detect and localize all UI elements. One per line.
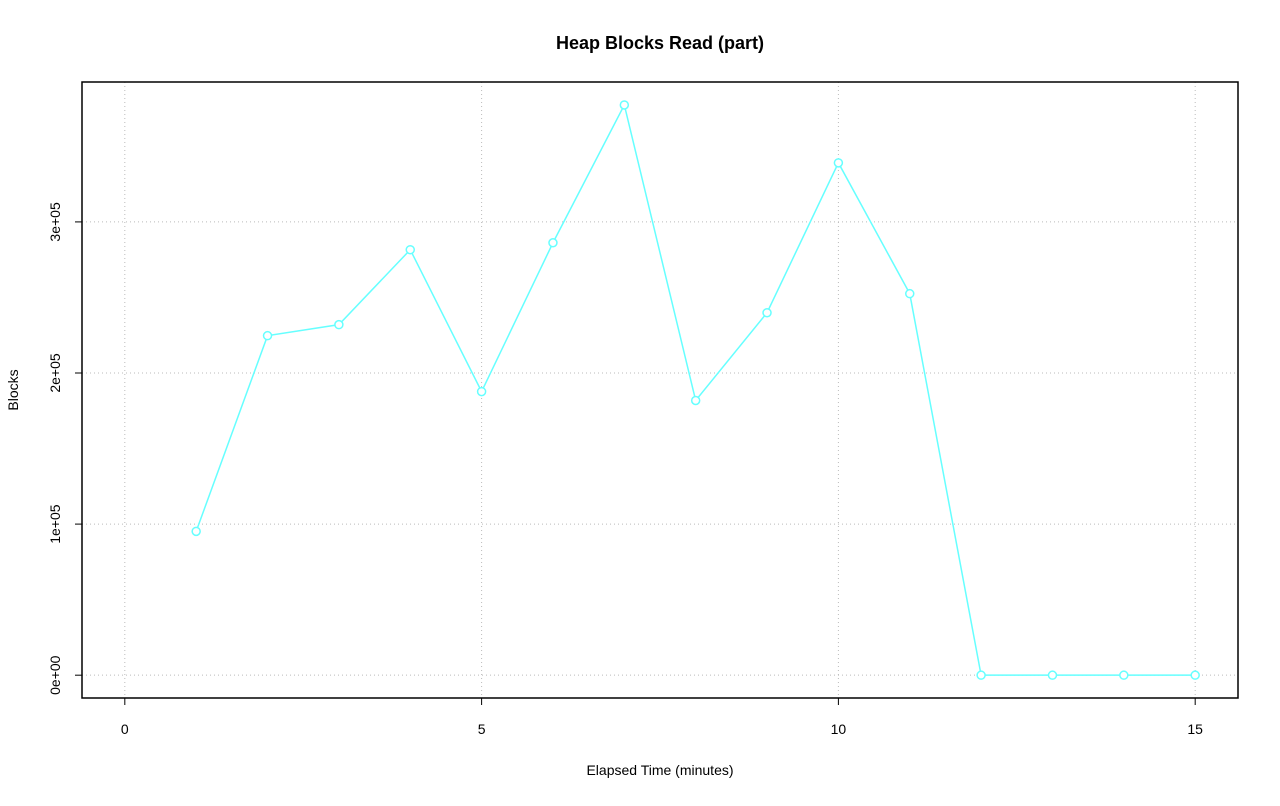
x-tick-label: 5 (478, 721, 486, 737)
point (762, 307, 772, 318)
point (548, 238, 558, 248)
point (405, 244, 415, 255)
point (976, 670, 986, 680)
point (1119, 670, 1129, 680)
y-tick-label: 3e+05 (47, 202, 63, 242)
x-tick-label: 0 (121, 721, 129, 737)
y-tick-label: 2e+05 (47, 353, 63, 393)
x-tick-label: 10 (831, 721, 847, 737)
point (262, 330, 273, 341)
y-tick-label: 1e+05 (47, 504, 63, 544)
point (1047, 670, 1058, 680)
line (195, 102, 1196, 676)
point (690, 395, 701, 406)
plot-frame (81, 81, 1239, 699)
point (334, 319, 344, 330)
point (619, 100, 630, 110)
chart-title: Heap Blocks Read (part) (556, 33, 764, 53)
y-tick-label: 0e+00 (47, 655, 63, 695)
point (476, 386, 487, 397)
point (833, 158, 844, 168)
point (191, 526, 201, 537)
x-tick-label: 15 (1187, 721, 1203, 737)
point (1190, 670, 1200, 680)
x-axis-label: Elapsed Time (minutes) (586, 762, 733, 778)
y-axis-label: Blocks (5, 369, 21, 410)
point (905, 288, 915, 299)
